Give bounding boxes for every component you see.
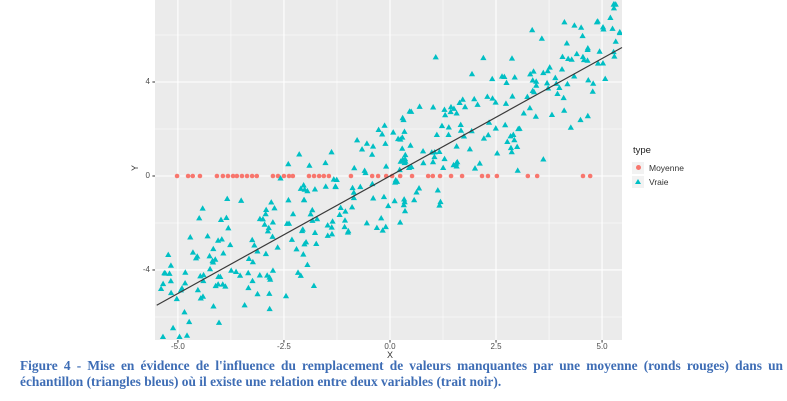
x-tick-label: 5.0	[596, 342, 608, 351]
legend-title: type	[633, 145, 651, 156]
figure-caption: Figure 4 - Mise en évidence de l'influen…	[20, 358, 783, 389]
legend-item-moyenne: Moyenne	[632, 161, 782, 174]
legend-item-vraie: Vraie	[632, 175, 782, 188]
scatter-plot: Y X 4 0 -4 -5.0 -2.5 0.0 2.5 5.0 type Mo…	[130, 0, 782, 360]
x-tick-label: 0.0	[384, 342, 396, 351]
legend-item-label: Vraie	[649, 176, 669, 187]
red-circle-marker-icon	[635, 165, 641, 170]
plot-canvas	[152, 0, 623, 343]
y-tick-label: 0	[145, 170, 150, 180]
x-tick-label: 2.5	[490, 342, 502, 351]
legend-key	[632, 161, 644, 174]
legend-item-label: Moyenne	[649, 162, 684, 173]
legend: type Moyenne Vraie	[632, 145, 782, 189]
y-tick-label: -4	[142, 264, 150, 274]
y-tick-label: 4	[145, 77, 150, 86]
teal-triangle-marker-icon	[635, 179, 641, 184]
legend-key	[632, 175, 644, 188]
x-tick-label: -2.5	[277, 342, 291, 351]
x-tick-label: -5.0	[170, 342, 185, 351]
x-axis-title: X	[386, 350, 393, 360]
